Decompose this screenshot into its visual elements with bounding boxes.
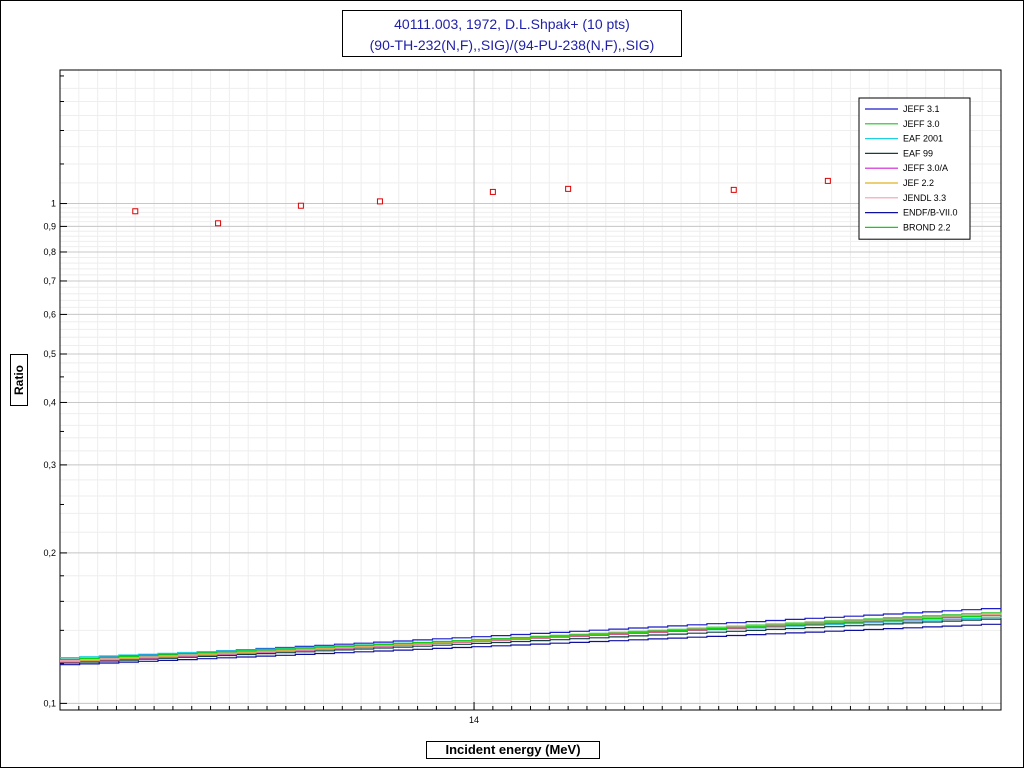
data-point [565, 185, 572, 192]
title-line-2: (90-TH-232(N,F),,SIG)/(94-PU-238(N,F),,S… [369, 37, 655, 53]
series-line-brond-2-2 [60, 614, 1002, 660]
data-points [132, 177, 831, 227]
data-point [824, 177, 831, 184]
data-point [376, 198, 383, 205]
y-tick-label: 0,2 [43, 548, 56, 558]
series-line-endf-b-vii-0 [60, 623, 1002, 666]
legend-label: EAF 2001 [903, 134, 943, 144]
y-tick-label: 0,4 [43, 397, 56, 407]
data-point [730, 186, 737, 193]
legend-label: JEF 2.2 [903, 178, 934, 188]
y-tick-label: 1 [51, 199, 56, 209]
legend-label: EAF 99 [903, 148, 933, 158]
data-point [215, 220, 222, 227]
data-point [489, 188, 496, 195]
legend: JEFF 3.1 JEFF 3.0 EAF 2001 EAF 99 JEFF 3.0/A… [858, 97, 971, 240]
y-tick-label: 0,1 [43, 698, 56, 708]
y-tick-label: 0,5 [43, 349, 56, 359]
legend-label: JENDL 3.3 [903, 193, 946, 203]
y-axis-label: Ratio [10, 354, 28, 406]
series-lines [60, 607, 1002, 666]
y-tick-label: 0,3 [43, 460, 56, 470]
y-axis-label-text: Ratio [12, 365, 26, 395]
plot-area-border [59, 69, 1002, 711]
legend-label: BROND 2.2 [903, 222, 951, 232]
grid [59, 70, 1002, 710]
data-point [297, 202, 304, 209]
x-axis-label: Incident energy (MeV) [426, 741, 600, 759]
y-tick-label: 0,7 [43, 276, 56, 286]
data-point [132, 208, 139, 215]
x-tick-label: 14 [469, 715, 479, 725]
y-tick-label: 0,6 [43, 309, 56, 319]
legend-label: JEFF 3.0 [903, 119, 940, 129]
chart-title: 40111.003, 1972, D.L.Shpak+ (10 pts) (90… [342, 10, 682, 57]
axes: 0,1 0,2 0,3 0,4 0,5 0,6 0,7 0,8 0,9 1 14 [43, 69, 1002, 725]
legend-label: ENDF/B-VII.0 [903, 208, 958, 218]
y-tick-label: 0,9 [43, 221, 56, 231]
y-tick-label: 0,8 [43, 247, 56, 257]
legend-label: JEFF 3.0/A [903, 163, 948, 173]
legend-label: JEFF 3.1 [903, 104, 940, 114]
title-line-1: 40111.003, 1972, D.L.Shpak+ (10 pts) [394, 16, 630, 32]
